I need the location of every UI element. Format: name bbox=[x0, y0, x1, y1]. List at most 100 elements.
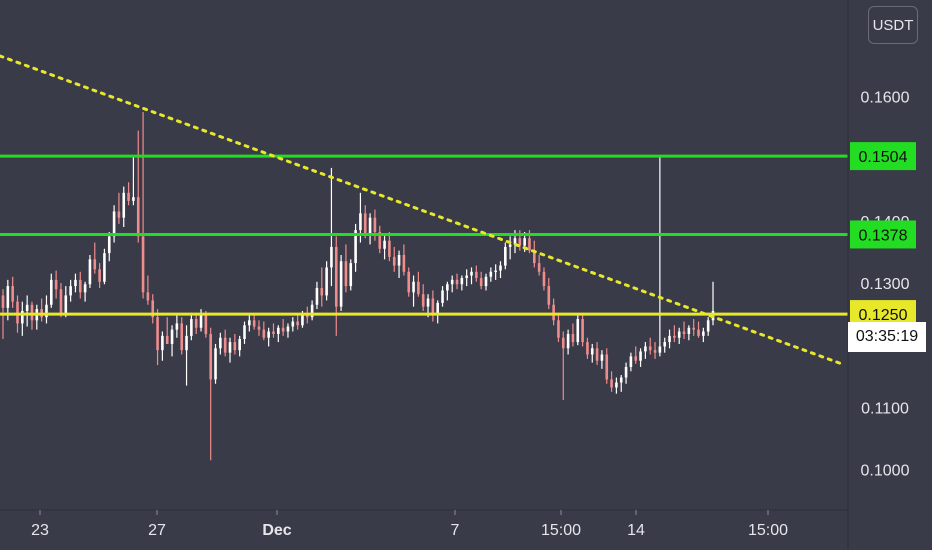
price-tick-label: 0.1000 bbox=[861, 463, 910, 480]
candle-body bbox=[132, 197, 135, 201]
level-tag-label: 0.1378 bbox=[859, 227, 908, 244]
candle-countdown: 03:35:19 bbox=[848, 322, 926, 352]
currency-label[interactable]: USDT bbox=[868, 6, 918, 44]
candle-body bbox=[648, 346, 652, 351]
candle-body bbox=[576, 319, 580, 343]
candle-body bbox=[214, 348, 217, 380]
candle-body bbox=[315, 287, 319, 305]
time-tick-label: 27 bbox=[148, 522, 166, 539]
candle-body bbox=[88, 259, 92, 285]
candle-body bbox=[421, 294, 425, 307]
candle-body bbox=[320, 287, 324, 296]
candle-body bbox=[397, 255, 401, 266]
candle-body bbox=[45, 304, 48, 318]
candle-body bbox=[504, 246, 507, 266]
candle-body bbox=[194, 319, 198, 328]
candle-body bbox=[528, 238, 531, 251]
time-tick-label: 23 bbox=[31, 522, 49, 539]
trendline[interactable] bbox=[0, 54, 847, 367]
candle-body bbox=[151, 300, 155, 318]
candle-body bbox=[581, 319, 584, 343]
candle-body bbox=[199, 314, 203, 328]
candle-body bbox=[682, 331, 686, 334]
candle-body bbox=[267, 331, 270, 338]
time-tick-label: 14 bbox=[627, 522, 645, 539]
price-tick-label: 0.1600 bbox=[861, 89, 910, 106]
candle-body bbox=[257, 326, 261, 330]
levels-layer bbox=[0, 154, 848, 316]
time-axis[interactable]: 23 27 Dec 7 15:00 14 15:00 bbox=[31, 510, 788, 539]
time-tick-label: 15:00 bbox=[541, 522, 581, 539]
candle-body bbox=[470, 271, 473, 276]
candle-body bbox=[286, 326, 290, 332]
candle-body bbox=[479, 278, 483, 287]
candle-body bbox=[533, 250, 536, 264]
candle-body bbox=[412, 281, 415, 293]
candle-body bbox=[702, 331, 705, 336]
candle-body bbox=[388, 240, 391, 257]
candle-body bbox=[305, 315, 309, 318]
candle-body bbox=[446, 284, 449, 291]
candle-body bbox=[673, 335, 676, 338]
candle-body bbox=[141, 236, 145, 293]
level-tag bbox=[850, 220, 916, 249]
candle-body bbox=[547, 286, 551, 305]
candle-body bbox=[330, 246, 333, 268]
candle-body bbox=[98, 269, 101, 282]
candle-body bbox=[219, 337, 222, 349]
time-tick-label: 7 bbox=[451, 522, 460, 539]
candle-body bbox=[417, 281, 420, 295]
candle-body bbox=[600, 354, 604, 361]
candle-body bbox=[605, 354, 609, 380]
candle-body bbox=[272, 331, 275, 334]
candle-body bbox=[59, 289, 63, 315]
candle-body bbox=[426, 298, 430, 307]
candle-body bbox=[54, 279, 58, 290]
candle-body bbox=[301, 315, 304, 326]
candle-body bbox=[69, 286, 72, 296]
candle-body bbox=[586, 342, 589, 355]
candle-body bbox=[117, 211, 121, 218]
candle-body bbox=[392, 256, 396, 266]
candle-body bbox=[349, 263, 353, 287]
candle-body bbox=[339, 261, 343, 307]
candle-body bbox=[363, 213, 367, 235]
candle-body bbox=[334, 246, 338, 307]
candle-body bbox=[537, 263, 541, 272]
candle-body bbox=[136, 197, 140, 237]
candle-body bbox=[30, 304, 34, 321]
candle-body bbox=[706, 320, 710, 332]
candle-body bbox=[238, 338, 241, 351]
candle-body bbox=[383, 240, 386, 249]
candle-body bbox=[344, 261, 348, 287]
candle-body bbox=[513, 238, 517, 245]
candle-body bbox=[25, 304, 29, 311]
candle-body bbox=[252, 320, 256, 327]
candle-body bbox=[1, 295, 5, 308]
candle-body bbox=[50, 279, 53, 305]
candle-body bbox=[185, 335, 188, 351]
candle-body bbox=[228, 342, 232, 353]
candle-body bbox=[11, 286, 14, 302]
candle-body bbox=[615, 382, 618, 388]
candle-body bbox=[465, 275, 468, 279]
candle-body bbox=[277, 327, 280, 334]
candle-body bbox=[663, 342, 667, 347]
candle-body bbox=[107, 236, 111, 254]
candle-body bbox=[450, 279, 454, 285]
candle-body bbox=[697, 329, 700, 336]
candle-body bbox=[354, 230, 357, 264]
candle-body bbox=[204, 314, 208, 334]
candle-body bbox=[165, 335, 169, 344]
candle-body bbox=[455, 279, 459, 285]
candle-body bbox=[566, 333, 570, 349]
candle-body bbox=[291, 321, 295, 327]
candle-body bbox=[658, 346, 662, 353]
candle-body bbox=[561, 337, 565, 349]
candle-body bbox=[402, 255, 406, 272]
candle-body bbox=[373, 217, 377, 232]
candle-body bbox=[692, 327, 695, 330]
candle-body bbox=[368, 217, 372, 235]
